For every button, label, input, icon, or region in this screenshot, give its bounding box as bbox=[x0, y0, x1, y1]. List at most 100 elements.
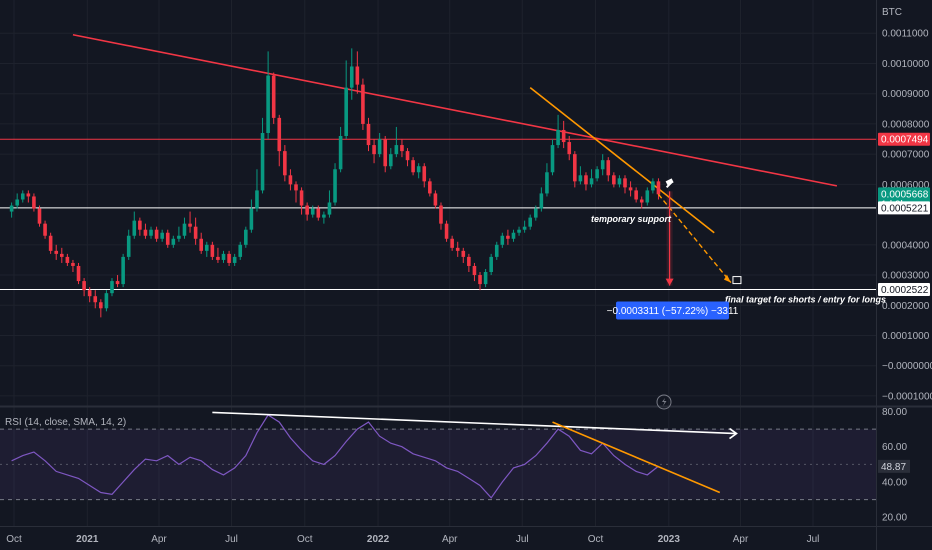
candle bbox=[299, 187, 304, 215]
candle-body bbox=[193, 226, 198, 239]
candle bbox=[333, 163, 337, 206]
candle-body bbox=[221, 253, 226, 260]
x-tick-label: Apr bbox=[151, 534, 167, 545]
candle-body bbox=[255, 190, 259, 209]
candle bbox=[411, 157, 415, 176]
y-tick-label: 0.0006000 bbox=[882, 180, 930, 191]
candle bbox=[87, 287, 92, 303]
candle bbox=[338, 126, 343, 173]
candle bbox=[271, 72, 276, 124]
price-tag bbox=[878, 282, 930, 296]
x-tick-label: Oct bbox=[6, 534, 22, 545]
candle-body bbox=[628, 187, 633, 191]
candle bbox=[494, 241, 499, 260]
candle bbox=[344, 60, 348, 140]
candle-body bbox=[355, 66, 360, 85]
candle-body bbox=[522, 226, 527, 230]
candle-body bbox=[149, 229, 153, 236]
x-tick-label: Jul bbox=[516, 534, 529, 545]
projection-arrow bbox=[657, 193, 732, 284]
candle bbox=[132, 211, 137, 239]
candle-body bbox=[20, 193, 25, 200]
candle bbox=[533, 205, 538, 221]
candle bbox=[500, 232, 505, 248]
candle-body bbox=[634, 190, 638, 200]
candle bbox=[126, 229, 131, 260]
candle bbox=[388, 148, 393, 170]
candle-body bbox=[294, 184, 298, 191]
candle-body bbox=[37, 208, 42, 224]
price-tag bbox=[878, 201, 930, 215]
candle-body bbox=[539, 193, 544, 209]
candle-body bbox=[177, 235, 181, 239]
candle bbox=[467, 253, 471, 273]
rsi-title: RSI (14, close, SMA, 14, 2) bbox=[5, 417, 126, 428]
candle bbox=[578, 166, 583, 185]
candle bbox=[221, 250, 226, 263]
candle-body bbox=[143, 229, 148, 236]
y-tick-label: 0.0007000 bbox=[882, 150, 930, 161]
candle bbox=[322, 211, 326, 224]
candle-body bbox=[528, 217, 533, 227]
candle-body bbox=[71, 262, 75, 266]
candle-body bbox=[204, 244, 209, 251]
candle-body bbox=[349, 66, 354, 88]
candle-body bbox=[99, 302, 103, 309]
rsi-trendline bbox=[552, 421, 721, 494]
price-tag-value: 0.0005221 bbox=[881, 203, 929, 214]
candle-body bbox=[260, 132, 265, 191]
price-tag-value: 0.0007494 bbox=[881, 135, 929, 146]
candle-body bbox=[578, 175, 583, 182]
candle-body bbox=[277, 117, 282, 152]
candle-body bbox=[305, 205, 309, 215]
candle bbox=[550, 139, 555, 176]
candle-body bbox=[26, 193, 31, 197]
candle-body bbox=[411, 160, 415, 173]
candle bbox=[506, 229, 510, 245]
x-tick-label: 2021 bbox=[76, 534, 99, 545]
candle bbox=[54, 244, 59, 260]
projection-arrow-head bbox=[723, 274, 731, 283]
candle bbox=[478, 272, 482, 291]
y-tick-label: 0.0001000 bbox=[882, 331, 930, 342]
candle-body bbox=[494, 244, 499, 257]
candle bbox=[623, 175, 627, 194]
candle bbox=[171, 235, 176, 248]
candle-body bbox=[556, 129, 560, 146]
candle-body bbox=[483, 272, 488, 285]
candle-body bbox=[266, 75, 270, 133]
rsi-y-tick-label: 60.00 bbox=[882, 442, 907, 453]
candle-body bbox=[310, 208, 315, 215]
candle bbox=[43, 220, 47, 239]
currency-label: BTC bbox=[882, 7, 902, 18]
candle bbox=[199, 232, 204, 254]
candle-body bbox=[612, 175, 616, 185]
candle bbox=[9, 202, 14, 218]
candle bbox=[288, 169, 293, 191]
candle-body bbox=[87, 290, 92, 297]
candle bbox=[528, 214, 533, 230]
y-tick-label: −0.0000000 bbox=[882, 361, 932, 372]
x-tick-label: 2022 bbox=[367, 534, 390, 545]
candle bbox=[522, 220, 527, 233]
candle bbox=[612, 172, 616, 188]
candle bbox=[472, 262, 477, 282]
candle bbox=[71, 259, 75, 273]
price-tag-value: 0.0002522 bbox=[881, 285, 929, 296]
candle-body bbox=[595, 169, 599, 179]
candle-body bbox=[533, 208, 538, 218]
candle bbox=[188, 211, 192, 233]
candle-body bbox=[171, 238, 176, 245]
candle bbox=[283, 145, 287, 182]
candle bbox=[160, 229, 164, 242]
candle-body bbox=[32, 196, 36, 209]
candle bbox=[149, 226, 153, 239]
candle-body bbox=[216, 256, 220, 260]
rsi-y-tick-label: 40.00 bbox=[882, 477, 907, 488]
candle bbox=[439, 202, 443, 230]
x-tick-label: Oct bbox=[588, 534, 604, 545]
candle bbox=[26, 190, 31, 203]
candle-body bbox=[182, 223, 187, 236]
candle-body bbox=[422, 166, 427, 182]
